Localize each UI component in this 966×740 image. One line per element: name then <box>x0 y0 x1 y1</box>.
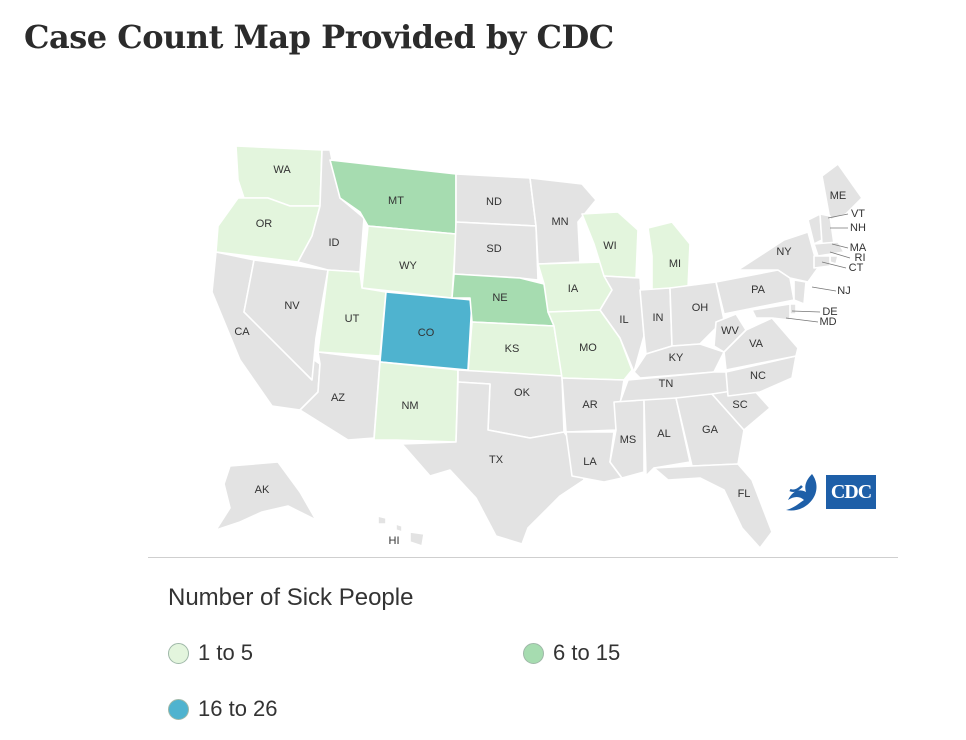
state-hi[interactable] <box>377 515 425 547</box>
state-oh[interactable] <box>669 281 725 347</box>
state-label-ut: UT <box>345 313 360 325</box>
state-label-ia: IA <box>568 283 579 295</box>
state-label-id: ID <box>329 237 340 249</box>
state-nj[interactable] <box>793 279 807 305</box>
state-label-fl: FL <box>738 488 751 500</box>
legend-swatch <box>168 698 189 720</box>
state-label-nv: NV <box>284 300 300 312</box>
state-sd[interactable] <box>453 221 539 281</box>
state-label-or: OR <box>256 218 273 230</box>
state-label-vt: VT <box>851 208 865 220</box>
state-label-al: AL <box>657 428 670 440</box>
state-wv[interactable] <box>713 313 747 353</box>
legend-item-tier1: 1 to 5 <box>168 640 253 666</box>
divider <box>148 557 898 558</box>
state-label-in: IN <box>653 312 664 324</box>
legend-title: Number of Sick People <box>168 584 414 611</box>
state-mn[interactable] <box>529 177 597 265</box>
state-al[interactable] <box>643 397 691 477</box>
state-label-ne: NE <box>492 292 507 304</box>
state-label-co: CO <box>418 327 435 339</box>
cdc-logo-text: CDC <box>826 475 876 509</box>
state-label-nm: NM <box>401 400 418 412</box>
state-label-ma: MA <box>850 242 867 254</box>
legend-label: 16 to 26 <box>198 696 278 721</box>
state-label-mn: MN <box>551 216 568 228</box>
state-label-nd: ND <box>486 196 502 208</box>
state-label-nc: NC <box>750 370 766 382</box>
legend-swatch <box>523 642 544 664</box>
state-fl[interactable] <box>653 463 773 549</box>
state-label-az: AZ <box>331 392 345 404</box>
state-md[interactable] <box>751 303 791 321</box>
state-tx[interactable] <box>401 381 585 545</box>
state-ma[interactable] <box>813 241 845 257</box>
state-label-nj: NJ <box>837 285 850 297</box>
state-label-la: LA <box>583 456 597 468</box>
state-me[interactable] <box>821 163 863 221</box>
state-label-ks: KS <box>505 343 520 355</box>
state-label-tn: TN <box>659 378 674 390</box>
state-nm[interactable] <box>373 361 459 443</box>
state-label-va: VA <box>749 338 764 350</box>
page-title: Case Count Map Provided by CDC <box>24 18 614 56</box>
state-label-nh: NH <box>850 222 866 234</box>
state-nv[interactable] <box>243 259 329 381</box>
state-label-sc: SC <box>732 399 747 411</box>
state-label-hi: HI <box>389 535 400 547</box>
state-label-ga: GA <box>702 424 719 436</box>
state-label-pa: PA <box>751 284 766 296</box>
state-ny[interactable] <box>737 231 819 283</box>
us-map: WA OR CA NV ID MT WY UT CO AZ NM ND SD NE KS OK TX MN IA MO… <box>211 145 867 549</box>
state-label-ms: MS <box>620 434 637 446</box>
state-label-de: DE <box>822 306 837 318</box>
legend-item-tier3: 16 to 26 <box>168 696 278 722</box>
state-label-ky: KY <box>669 352 684 364</box>
state-label-ca: CA <box>234 326 250 338</box>
state-ri[interactable] <box>829 255 839 265</box>
state-label-ar: AR <box>582 399 597 411</box>
state-label-ri: RI <box>855 252 866 264</box>
state-label-wy: WY <box>399 260 417 272</box>
state-label-me: ME <box>830 190 847 202</box>
state-label-ok: OK <box>514 387 531 399</box>
state-label-il: IL <box>619 314 628 326</box>
legend-label: 6 to 15 <box>553 640 621 665</box>
state-label-ak: AK <box>255 484 270 496</box>
state-label-sd: SD <box>486 243 501 255</box>
state-label-mi: MI <box>669 258 681 270</box>
state-label-oh: OH <box>692 302 709 314</box>
hhs-eagle-icon <box>786 474 817 511</box>
state-label-tx: TX <box>489 454 504 466</box>
state-wa[interactable] <box>235 145 323 207</box>
legend-swatch <box>168 642 189 664</box>
state-label-mt: MT <box>388 195 404 207</box>
legend-item-tier2: 6 to 15 <box>523 640 620 666</box>
state-label-wi: WI <box>603 240 616 252</box>
state-label-wv: WV <box>721 325 739 337</box>
state-label-md: MD <box>819 316 836 328</box>
state-label-wa: WA <box>273 164 291 176</box>
state-ak[interactable] <box>215 461 317 531</box>
cdc-logo: CDC <box>782 470 876 514</box>
state-label-mo: MO <box>579 342 597 354</box>
state-label-ny: NY <box>776 246 792 258</box>
legend-label: 1 to 5 <box>198 640 254 665</box>
state-label-ct: CT <box>849 262 864 274</box>
state-il[interactable] <box>599 275 645 373</box>
